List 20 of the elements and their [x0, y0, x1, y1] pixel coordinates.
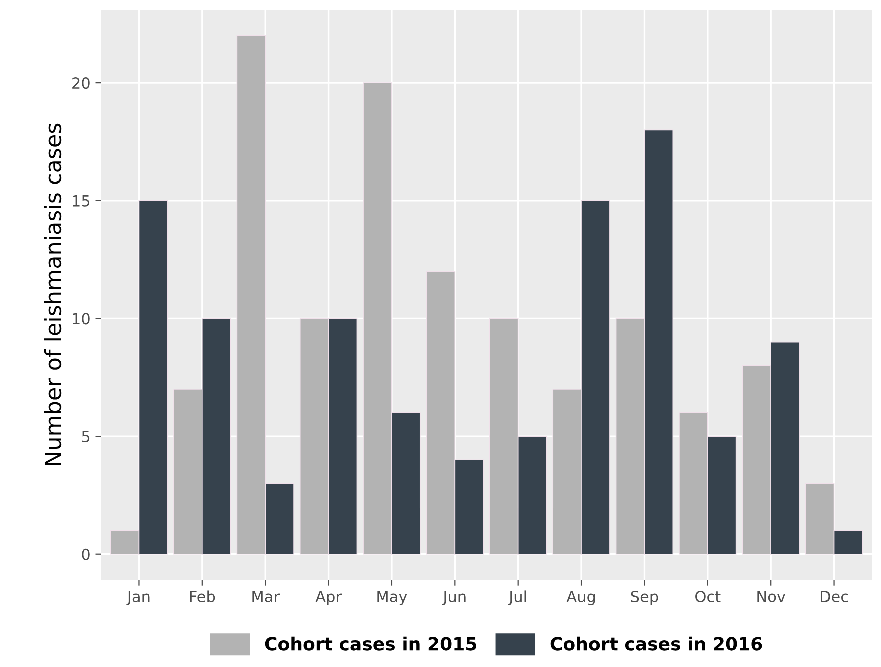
x-tick-label: Sep [631, 590, 658, 606]
x-tick-label: Oct [696, 590, 721, 603]
x-tick-label: May [378, 591, 408, 606]
legend-label: Cohort cases in 2016 [550, 636, 762, 651]
x-tick-label: Mar [252, 591, 280, 603]
y-tick-label: 10 [73, 313, 90, 325]
x-tick-label: Dec [820, 591, 848, 603]
legend-label: Cohort cases in 2015 [265, 636, 476, 651]
y-axis-title: Number of leishmaniasis cases [44, 124, 62, 466]
y-tick-label: 0 [82, 548, 90, 560]
y-tick-label: 5 [82, 431, 90, 443]
x-tick-label: Aug [566, 591, 596, 606]
x-tick-label: Nov [758, 591, 786, 603]
x-tick-label: Feb [190, 590, 216, 603]
x-tick-label: Jun [442, 591, 466, 606]
y-tick-label: 15 [73, 196, 90, 207]
x-tick-label: Jul [508, 590, 526, 606]
x-tick-label: Jan [126, 591, 150, 606]
x-tick-label: Apr [316, 591, 342, 606]
y-tick-label: 20 [72, 78, 90, 90]
